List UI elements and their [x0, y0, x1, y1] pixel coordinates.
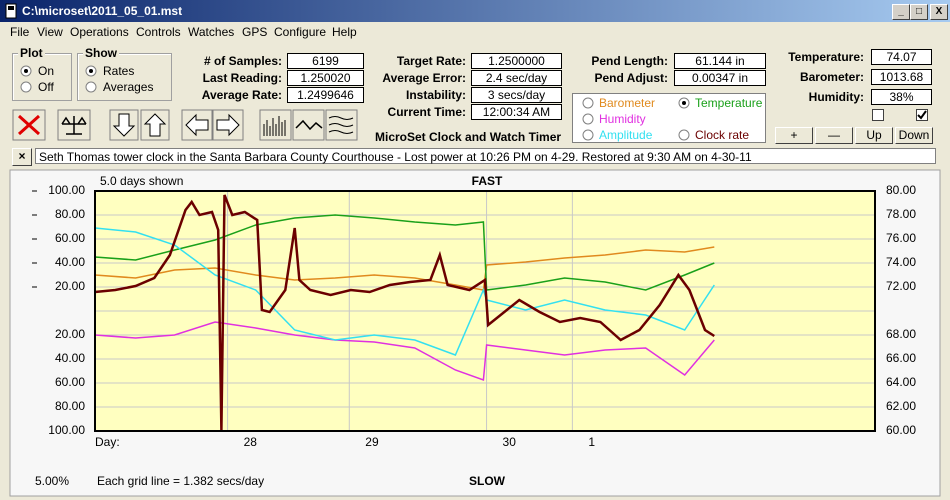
field-value: 2.4 sec/day — [471, 70, 562, 86]
group-label: Show — [83, 46, 119, 60]
wave-button[interactable] — [292, 109, 325, 141]
adjust-button[interactable]: Down — [895, 127, 933, 144]
balance-button[interactable] — [57, 109, 91, 141]
trace-label: Barometer — [599, 96, 656, 110]
title-bar — [0, 0, 950, 22]
clear-note-button[interactable]: × — [12, 148, 32, 166]
left-center-button[interactable]: 1.250000 — [20, 304, 92, 321]
radio-button[interactable] — [85, 81, 97, 93]
field-value: 12:00:34 AM — [471, 104, 562, 120]
field-label: Instability: — [405, 88, 466, 102]
minimize-button[interactable]: _ — [892, 4, 910, 20]
field-label: # of Samples: — [203, 54, 282, 68]
menu-item[interactable]: Configure — [274, 25, 327, 39]
trace-radio[interactable] — [582, 129, 594, 141]
scroll-thumb[interactable] — [593, 455, 859, 469]
field-value: 38% — [871, 89, 932, 105]
adjust-button[interactable]: — — [815, 127, 853, 144]
zero-button[interactable]: 0 — [27, 439, 87, 455]
field-value: 1013.68 — [871, 69, 932, 85]
trace-radio[interactable] — [582, 113, 594, 125]
trace-box — [572, 93, 766, 143]
field-label: Temperature: — [788, 50, 864, 64]
app-icon — [5, 3, 17, 19]
trace-radio[interactable] — [678, 129, 690, 141]
field-value: 0.00347 in — [674, 70, 766, 86]
field-value: 1.2499646 — [287, 87, 364, 103]
window-title: C:\microset\2011_05_01.mst — [22, 4, 183, 18]
menu-item[interactable]: Help — [332, 25, 357, 39]
radio-label: Off — [38, 80, 54, 94]
menu-item[interactable]: Operations — [70, 25, 129, 39]
trace-label: Temperature — [695, 96, 763, 110]
scroll-right[interactable]: ▶ — [860, 455, 876, 469]
field-label: Pend Adjust: — [594, 71, 668, 85]
adjust-button[interactable]: + — [775, 127, 813, 144]
radio-button[interactable] — [20, 81, 32, 93]
field-label: Humidity: — [808, 90, 864, 104]
field-label: Barometer: — [799, 70, 864, 84]
maximize-button[interactable]: □ — [910, 4, 928, 20]
stop-button[interactable] — [12, 109, 46, 141]
bars-button[interactable] — [259, 109, 292, 141]
field-value: 1.250020 — [287, 70, 364, 86]
checkbox[interactable] — [916, 109, 928, 121]
left-button[interactable] — [181, 109, 213, 141]
checkbox[interactable] — [872, 109, 884, 121]
right-center-button[interactable]: 70.00 — [880, 304, 937, 321]
waves-button[interactable] — [325, 109, 358, 141]
group-label: Plot — [18, 46, 45, 60]
field-label: Target Rate: — [396, 54, 466, 68]
toolbar — [12, 109, 358, 141]
adjust-button[interactable]: Up — [855, 127, 893, 144]
field-label: Average Error: — [382, 71, 466, 85]
menu-item[interactable]: GPS — [242, 25, 268, 39]
trace-radio[interactable] — [678, 97, 690, 109]
trace-radio[interactable] — [582, 97, 594, 109]
radio-button[interactable] — [20, 65, 32, 77]
field-value: 74.07 — [871, 49, 932, 65]
close-button[interactable]: X — [930, 4, 948, 20]
field-label: Average Rate: — [201, 88, 282, 102]
field-value: 1.2500000 — [471, 53, 562, 69]
trace-label: Humidity — [599, 112, 646, 126]
menu-item[interactable]: Watches — [188, 25, 235, 39]
radio-label: On — [38, 64, 55, 78]
radio-label: Averages — [103, 80, 154, 94]
field-value: 6199 — [287, 53, 364, 69]
field-label: Last Reading: — [202, 71, 282, 85]
scroll-left[interactable]: ◀ — [95, 455, 111, 469]
down-button[interactable] — [109, 109, 139, 141]
trace-label: Clock rate — [695, 128, 750, 142]
field-label: Current Time: — [387, 105, 466, 119]
menu-item[interactable]: View — [37, 25, 63, 39]
field-value: 61.144 in — [674, 53, 766, 69]
right-button[interactable] — [212, 109, 244, 141]
field-value: 3 secs/day — [471, 87, 562, 103]
note-field: Seth Thomas tower clock in the Santa Bar… — [35, 148, 936, 164]
group-box — [77, 53, 172, 101]
app-name: MicroSet Clock and Watch Timer — [375, 130, 562, 144]
field-label: Pend Length: — [591, 54, 668, 68]
radio-button[interactable] — [85, 65, 97, 77]
trace-label: Amplitude — [599, 128, 653, 142]
radio-label: Rates — [103, 64, 135, 78]
up-button[interactable] — [140, 109, 170, 141]
menu-item[interactable]: File — [10, 25, 30, 39]
menu-item[interactable]: Controls — [136, 25, 181, 39]
